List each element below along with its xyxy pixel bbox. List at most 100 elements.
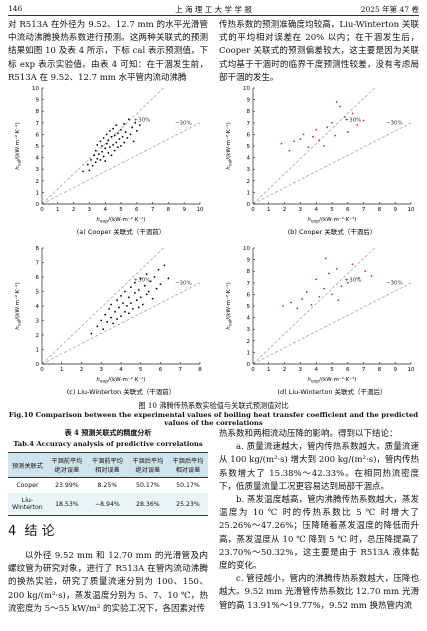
axis-symbol: h <box>226 166 232 170</box>
axis-unit: /(kW·m⁻²·K⁻¹) <box>14 122 21 159</box>
y-tick-label: 2 <box>247 339 251 345</box>
y-tick-label: 6 <box>247 292 251 298</box>
y-tick-label: 8 <box>247 109 251 115</box>
point <box>346 281 349 284</box>
point <box>102 136 105 139</box>
x-tick-label: 5 <box>330 367 334 373</box>
point <box>124 310 126 313</box>
point <box>133 292 136 294</box>
x-tick-label: 3 <box>88 207 92 213</box>
table: 预测关联式 干涸前平均绝对误差 干涸前平均相对误差 干涸后平均绝对误差 干涸后平… <box>8 452 208 516</box>
point <box>351 112 354 115</box>
paragraph: 对 R513A 在外径为 9.52、12.7 mm 的水平光滑管中流动沸腾换热系… <box>8 20 208 83</box>
cell: 25.23% <box>167 493 208 516</box>
point <box>145 293 148 296</box>
axis-unit: /(kW·m⁻²·K⁻¹) <box>225 122 232 159</box>
cell: 8.25% <box>97 482 118 489</box>
point <box>315 278 318 281</box>
point <box>301 298 303 300</box>
x-tick-label: 3 <box>100 367 104 373</box>
point <box>113 149 116 152</box>
point <box>351 263 354 266</box>
point <box>109 146 111 149</box>
journal-name: 上 海 理 工 大 学 学 报 <box>175 5 252 14</box>
point <box>323 287 325 290</box>
x-tick-label: 3 <box>299 367 303 373</box>
point <box>302 133 305 136</box>
y-tick-label: 4 <box>247 316 251 322</box>
point <box>121 135 124 138</box>
point <box>340 285 343 288</box>
point <box>134 121 137 124</box>
x-tick-label: 9 <box>393 367 397 373</box>
point <box>364 270 367 273</box>
y-tick-label: 6 <box>36 275 40 281</box>
point <box>96 143 99 146</box>
y-tick-label: 3 <box>36 319 40 325</box>
column-header: 干涸前平均绝对误差 <box>46 452 87 478</box>
figure-panel: 0 1 2 3 4 5 6 7 8 9 10 0 1 2 3 4 5 6 7 8 9 10 +30% −30% hexp/(kW… <box>219 82 419 240</box>
point <box>167 277 170 280</box>
cell: 50.17% <box>136 482 160 489</box>
y-tick-label: 3 <box>36 167 40 173</box>
axis-unit: /(kW·m⁻²·K⁻¹) <box>108 376 145 383</box>
x-tick-label: 6 <box>346 367 350 373</box>
point <box>305 291 308 293</box>
y-tick-label: 0 <box>247 202 251 208</box>
point <box>139 296 142 299</box>
x-tick-label: 2 <box>283 207 287 213</box>
point <box>91 164 94 167</box>
point <box>153 276 156 278</box>
y-tick-label: 0 <box>36 362 40 368</box>
x-tick-label: 2 <box>80 367 84 373</box>
axis-unit: /(kW·m⁻²·K⁻¹) <box>319 376 356 383</box>
point <box>312 135 314 138</box>
point <box>288 149 291 152</box>
axis-label: hcal/(kW·m⁻²·K⁻¹) <box>14 282 23 329</box>
axis-symbol: h <box>307 217 311 223</box>
point <box>116 299 118 302</box>
axis-unit: /(kW·m⁻²·K⁻¹) <box>319 216 356 223</box>
x-tick-label: 4 <box>103 207 107 213</box>
axis-label: hexp/(kW·m⁻²·K⁻¹) <box>96 216 145 225</box>
x-tick-label: 2 <box>283 367 287 373</box>
conclusions: 热系数和两相流动压降的影响。得到以下结论： a. 质量流速越大，管内传热系数越大… <box>219 428 419 613</box>
y-tick-label: 10 <box>243 86 250 92</box>
table-title: 表 4 预测关联式的精度分析 <box>64 428 152 437</box>
point <box>126 305 128 307</box>
point <box>120 315 122 318</box>
y-tick-label: 5 <box>36 290 40 296</box>
section-heading: 4 结 论 <box>8 520 55 539</box>
paragraph-text: b. 蒸发温度越高，管内沸腾传热系数越大，蒸发温度为 10 ℃ 时的传热系数比 … <box>219 495 419 572</box>
point <box>129 286 132 289</box>
axis-subscript: exp <box>100 220 108 225</box>
paragraph-text: 以外径 9.52 mm 和 12.70 mm 的光滑管及内螺纹管为研究对象，进行… <box>8 551 208 614</box>
point <box>135 299 138 302</box>
point <box>346 131 349 133</box>
point <box>116 146 119 149</box>
point <box>101 150 103 153</box>
point <box>82 170 84 173</box>
table-row: Cooper 23.99% 8.25% 50.17% 50.17% <box>8 478 208 494</box>
point <box>118 138 121 140</box>
point <box>356 124 359 127</box>
point <box>115 141 118 144</box>
axis-symbol: h <box>15 166 21 170</box>
table-row: Liu-Winterton 18.53% −8.94% 28.36% 25.23… <box>8 493 208 516</box>
point <box>299 138 302 140</box>
point <box>107 139 110 142</box>
cell: 50.17% <box>176 482 200 489</box>
y-tick-label: 10 <box>243 246 250 252</box>
point <box>123 141 126 144</box>
y-tick-label: 2 <box>36 179 40 185</box>
point <box>124 131 127 133</box>
x-tick-label: 10 <box>408 367 415 373</box>
x-tick-label: 0 <box>40 207 44 213</box>
point <box>139 277 142 280</box>
point <box>310 303 313 306</box>
page-number: 146 <box>8 4 23 13</box>
